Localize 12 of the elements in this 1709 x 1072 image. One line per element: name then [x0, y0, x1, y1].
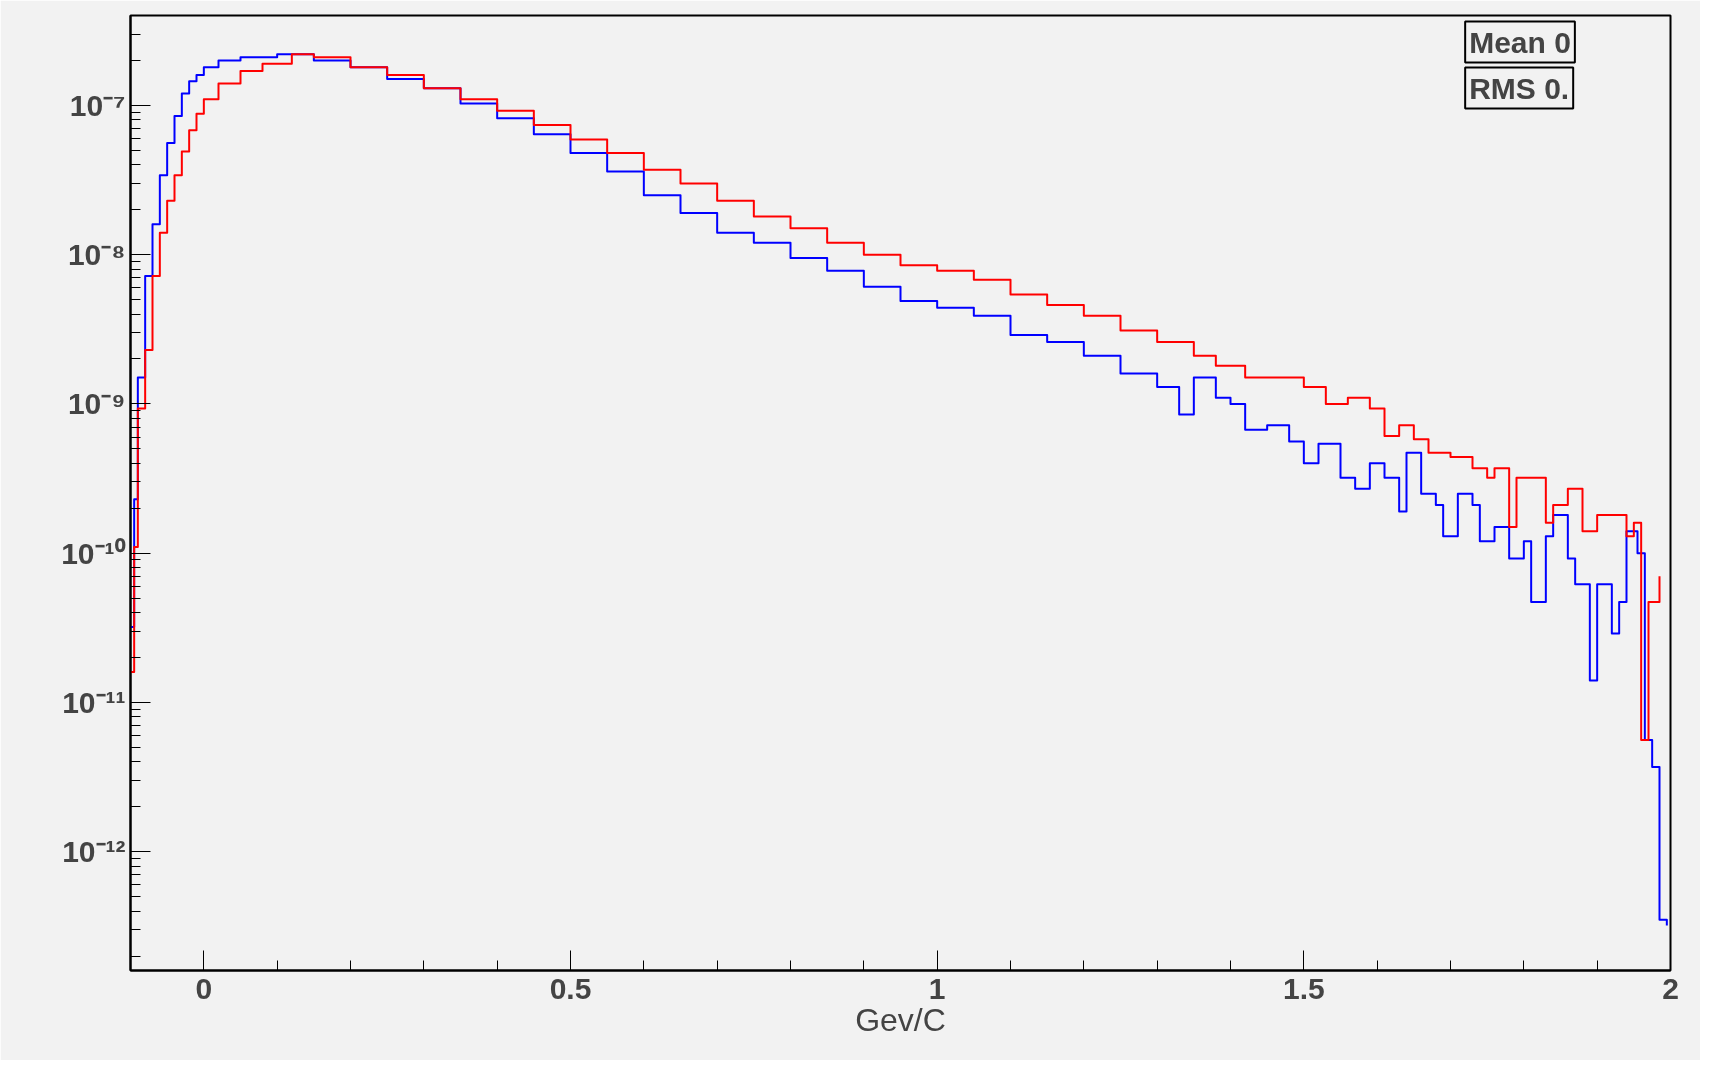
y-tick-label: 10⁻⁸ [67, 238, 126, 272]
x-tick-label: 2 [1662, 971, 1679, 1005]
y-tick-label: 10⁻¹⁰ [61, 536, 126, 570]
y-tick-label: 10⁻⁹ [67, 387, 126, 421]
x-tick-label: 1.5 [1282, 971, 1325, 1005]
x-tick-label: 0.5 [549, 971, 592, 1005]
x-tick-label: 0 [195, 971, 213, 1005]
y-tick-label: 10⁻¹² [62, 835, 126, 869]
annotation: Mean 0 [1469, 25, 1571, 59]
y-tick-label: 10⁻⁷ [69, 88, 126, 122]
y-tick-label: 10⁻¹¹ [62, 685, 126, 719]
annotation: RMS 0. [1469, 71, 1570, 105]
